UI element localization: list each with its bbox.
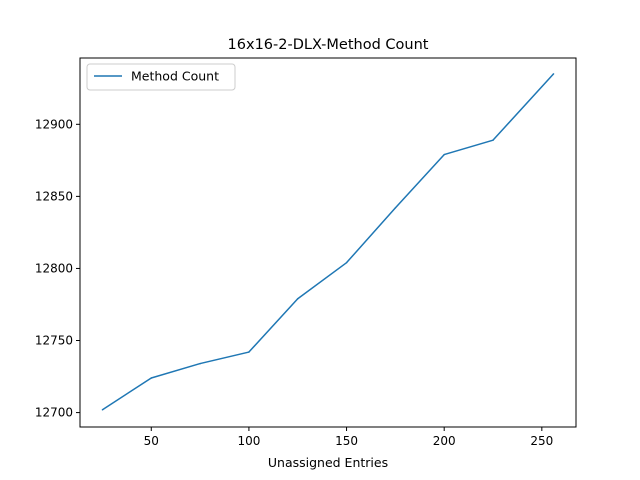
legend: Method Count — [86, 63, 236, 91]
y-tick-label: 12750 — [35, 334, 73, 348]
data-point — [248, 351, 250, 353]
data-point — [296, 297, 299, 300]
y-axis-ticks: 12700 12750 12800 12850 12900 — [35, 117, 80, 420]
chart-title: 16x16-2-DLX-Method Count — [228, 37, 429, 53]
y-tick-label: 12850 — [35, 189, 73, 203]
data-point — [345, 261, 348, 264]
series-layer — [101, 73, 555, 411]
data-point — [552, 73, 555, 75]
legend-box — [86, 63, 236, 91]
x-tick-label: 50 — [144, 434, 159, 448]
x-tick-label: 150 — [335, 434, 358, 448]
y-tick-label: 12800 — [35, 261, 73, 275]
x-axis-label: Unassigned Entries — [268, 455, 388, 470]
data-point — [199, 362, 201, 365]
series-line-method-count — [102, 73, 555, 411]
data-point — [150, 377, 153, 379]
legend-label: Method Count — [131, 69, 219, 84]
x-tick-label: 250 — [530, 434, 553, 448]
x-tick-label: 200 — [433, 434, 456, 448]
y-tick-label: 12700 — [35, 406, 73, 420]
y-tick-label: 12900 — [35, 117, 73, 131]
x-axis-ticks: 50 100 150 200 250 — [144, 427, 553, 448]
data-point — [394, 207, 397, 209]
plot-frame — [79, 57, 577, 428]
data-point — [101, 408, 104, 411]
data-point — [443, 153, 445, 156]
x-tick-label: 100 — [237, 434, 260, 448]
data-point — [492, 139, 494, 141]
